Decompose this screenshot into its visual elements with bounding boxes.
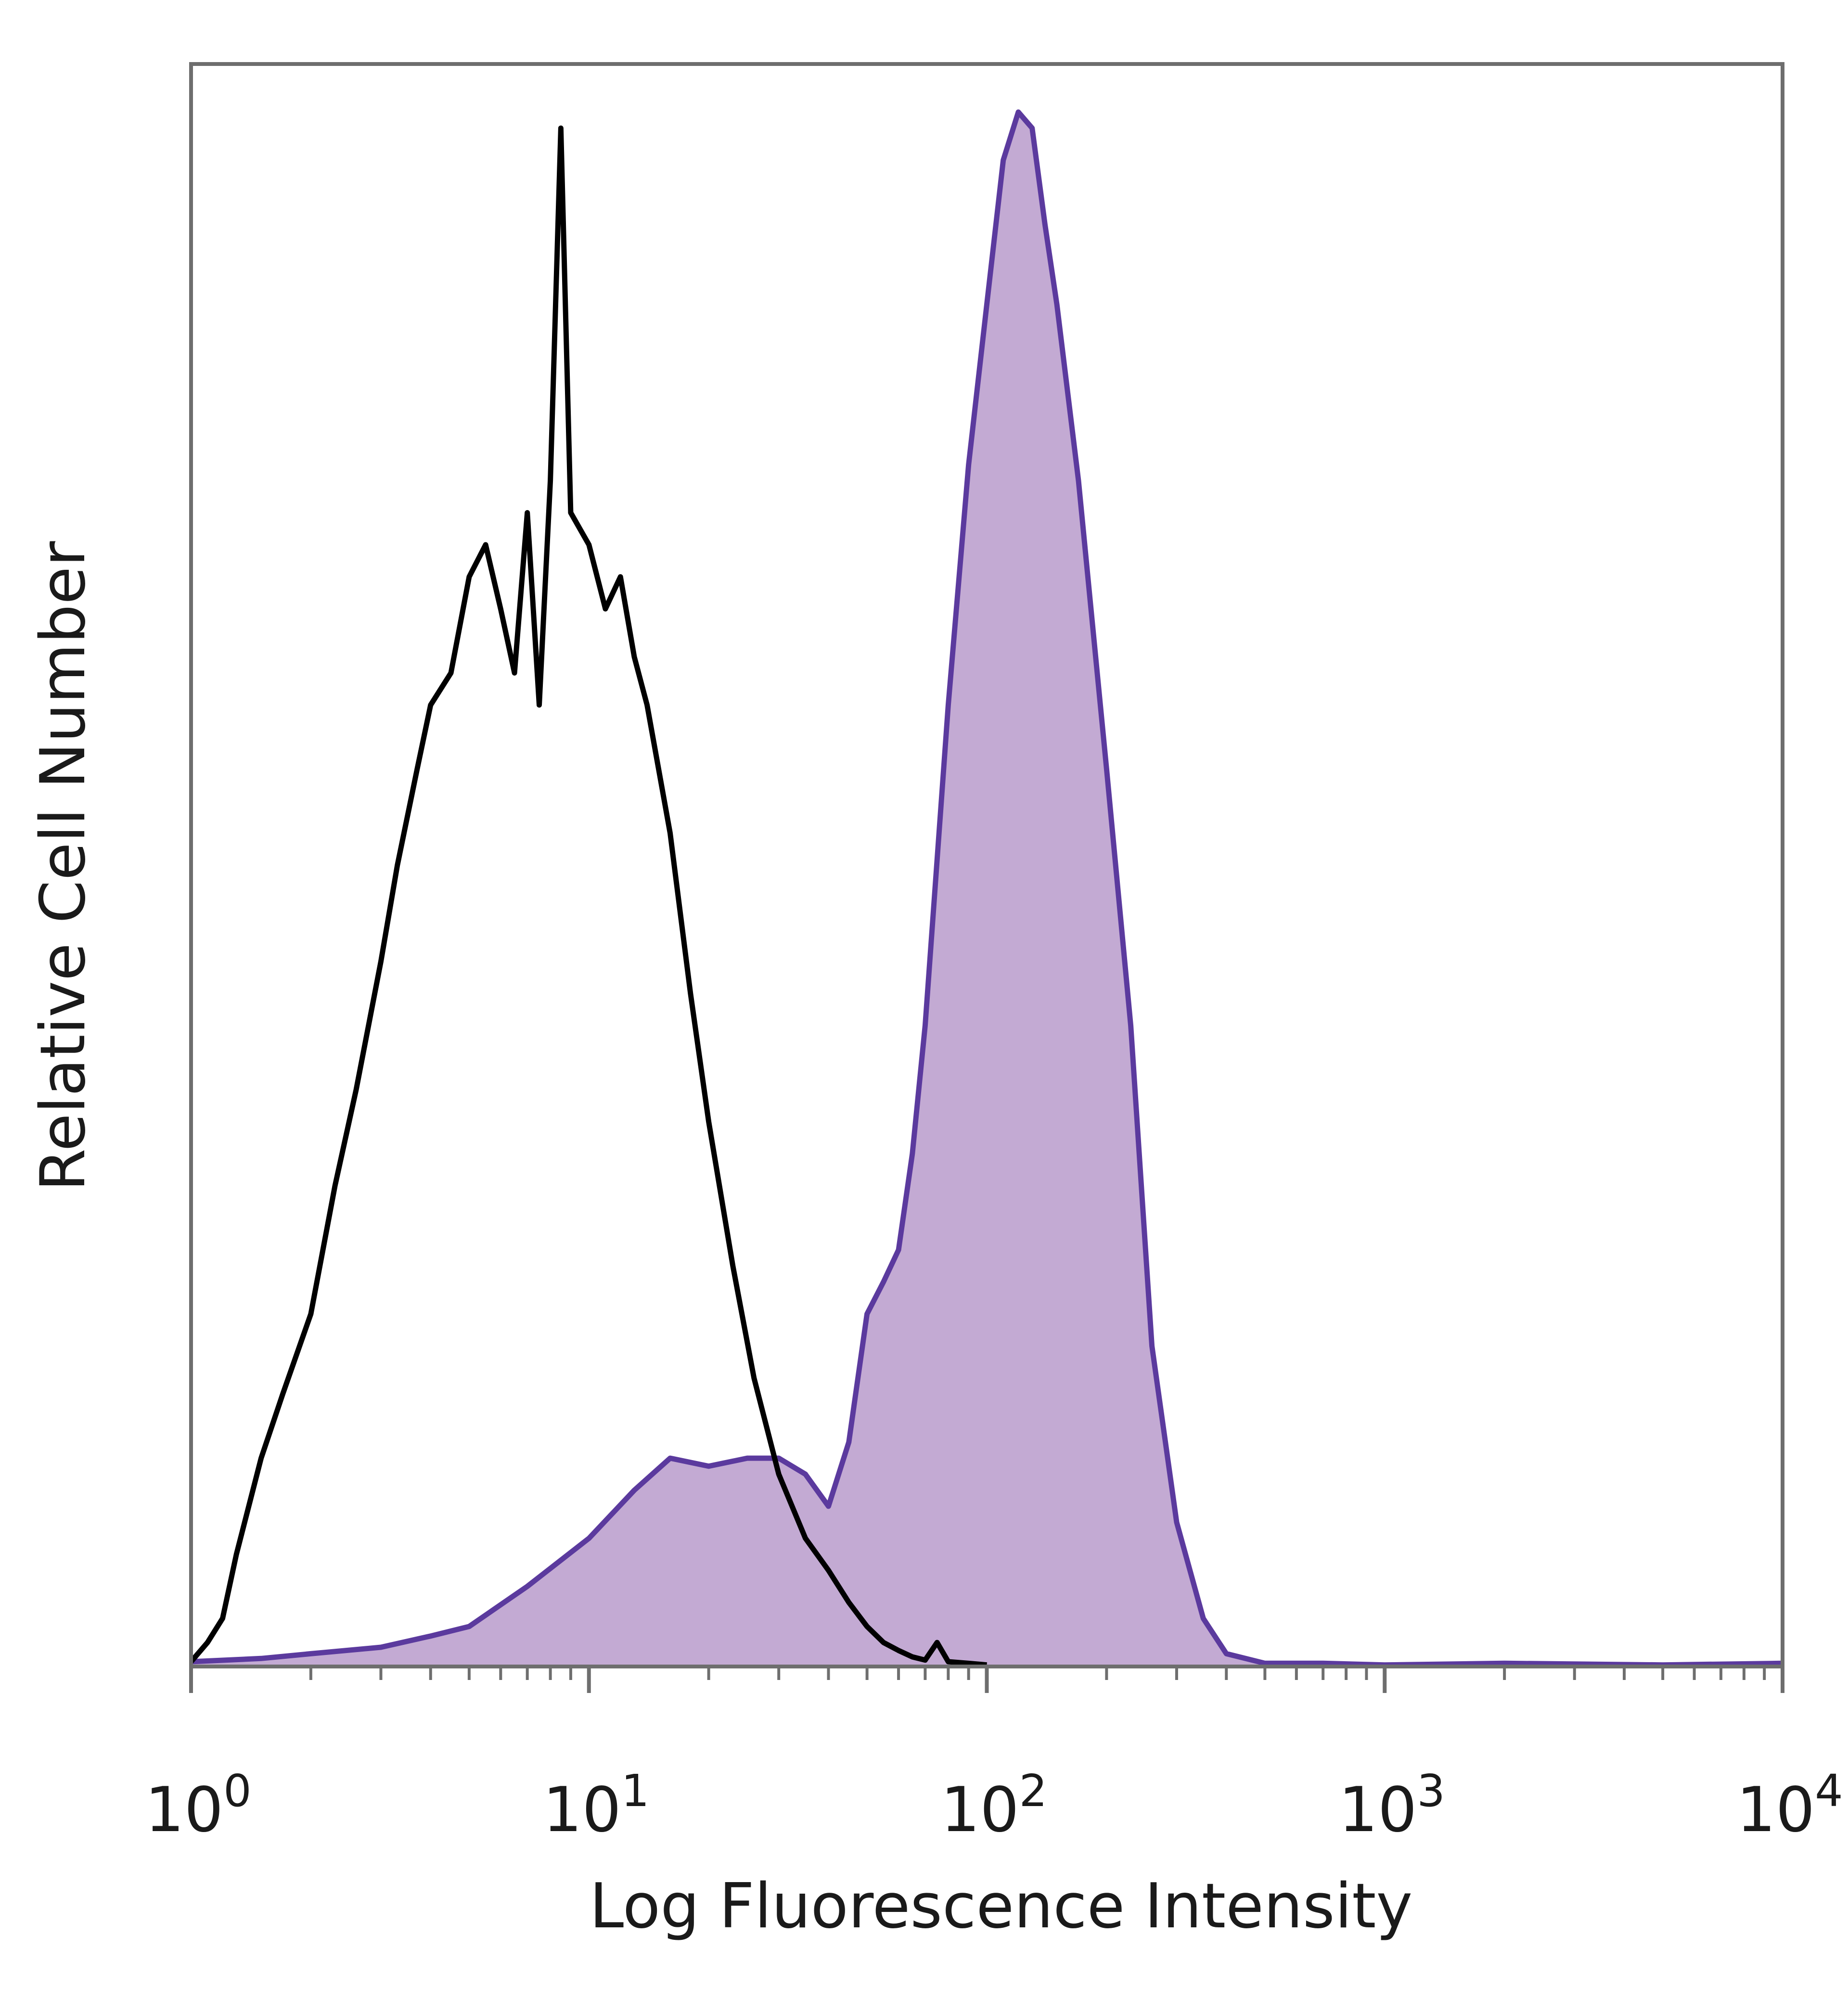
series-layer (189, 109, 1783, 1668)
x-tick-label-4: 104 (1736, 1765, 1843, 1846)
x-axis-ticks (189, 1667, 1784, 1693)
x-tick-label-2: 102 (941, 1765, 1047, 1846)
x-tick-label-3: 103 (1339, 1765, 1445, 1846)
series-1-line (189, 125, 987, 1668)
x-tick-label-1: 101 (543, 1765, 649, 1846)
x-axis-title: Log Fluorescence Intensity (590, 1871, 1412, 1942)
y-axis-title: Relative Cell Number (27, 541, 99, 1191)
x-tick-label-0: 100 (145, 1765, 251, 1846)
series-0-fill (191, 112, 1783, 1667)
x-axis-tick-labels: 100 101 102 103 104 (145, 1765, 1843, 1846)
series-0-line (191, 109, 1783, 1668)
